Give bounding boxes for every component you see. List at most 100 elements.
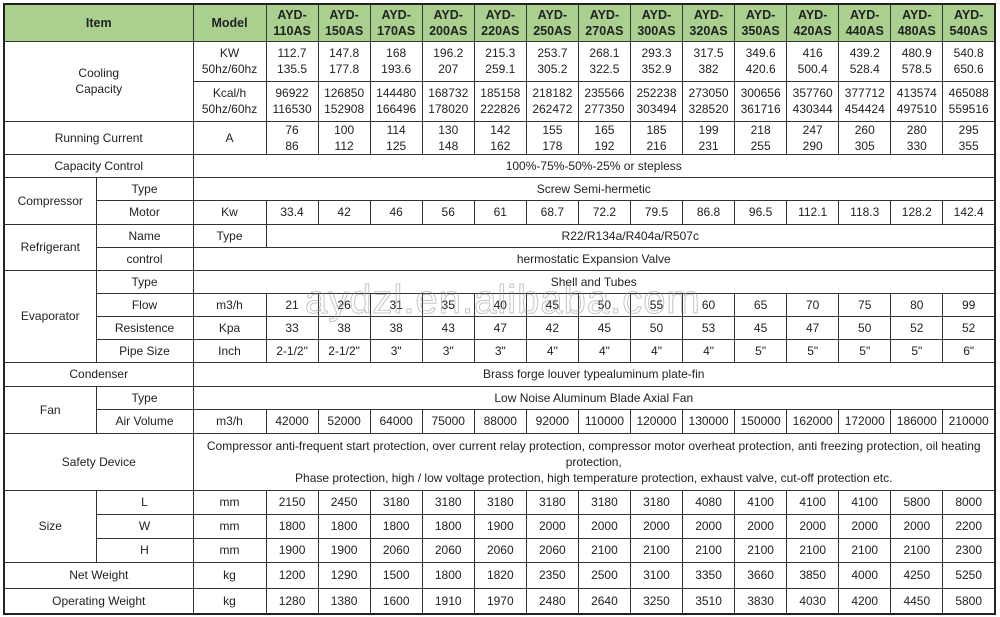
evaporator-pipe-row: Pipe Size Inch 2-1/2" 2-1/2" 3" 3" 3" 4" 4" 4" 4" 5… — [4, 338, 996, 363]
value-cell: 2000 — [525, 513, 579, 539]
compressor-motor-row: Motor Kw 33.4 42 46 56 61 68.7 72.2 79.5 86.8 96.5 1… — [4, 199, 996, 225]
unit: Type — [192, 223, 267, 248]
value-cell: 1800 — [421, 561, 475, 589]
fan-type-row: Fan Type Low Noise Aluminum Blade Axial Fa… — [3, 385, 996, 434]
span-value: hermostatic Expansion Valve — [192, 246, 996, 271]
value-cell: 185 216 — [629, 120, 684, 155]
value-cell: 118.3 — [838, 199, 892, 225]
value-cell: 2150 — [265, 489, 319, 515]
value-cell: 1500 — [369, 561, 423, 589]
value-cell: 46 — [369, 199, 423, 225]
value-cell: 4" — [577, 338, 631, 363]
value-cell: 2500 — [577, 561, 631, 589]
value-cell: 1800 — [265, 513, 319, 539]
model-name: AYD- 170AS — [369, 3, 423, 42]
value-cell: 540.8 650.6 — [942, 40, 996, 82]
value-cell: 300656 361716 — [734, 80, 788, 122]
sub-label: H — [95, 537, 194, 563]
unit: Inch — [192, 338, 267, 363]
value-cell: 80 — [890, 292, 944, 317]
value-cell: 1290 — [317, 561, 371, 589]
value-cell: 3250 — [629, 587, 684, 615]
value-cell: 186000 — [890, 408, 944, 434]
model-name: AYD- 350AS — [734, 3, 788, 42]
row-label: Safety Device — [3, 432, 194, 491]
value-cell: 100 112 — [317, 120, 371, 155]
net-weight-row: Net Weight kg 1200 1290 1500 1800 1820 2350 2500… — [3, 561, 996, 589]
value-cell: 3" — [473, 338, 527, 363]
model-name: AYD- 440AS — [838, 3, 892, 42]
value-cell: 64000 — [369, 408, 423, 434]
value-cell: 413574 497510 — [890, 80, 944, 122]
value-cell: 2000 — [734, 513, 788, 539]
value-cell: 273050 328520 — [682, 80, 736, 122]
value-cell: 1910 — [421, 587, 475, 615]
value-cell: 130 148 — [421, 120, 475, 155]
value-cell: 53 — [682, 315, 736, 340]
unit: A — [192, 120, 267, 155]
value-cell: 1820 — [473, 561, 527, 589]
value-cell: 38 — [317, 315, 371, 340]
value-cell: 377712 454424 — [838, 80, 892, 122]
value-cell: 2100 — [734, 537, 788, 563]
span-value: Low Noise Aluminum Blade Axial Fan — [192, 385, 996, 410]
value-cell: 196.2 207 — [421, 40, 475, 82]
value-cell: 142.4 — [942, 199, 996, 225]
value-cell: 295 355 — [942, 120, 996, 155]
model-header: Model — [192, 3, 267, 42]
value-cell: 172000 — [838, 408, 892, 434]
value-cell: 218 255 — [734, 120, 788, 155]
value-cell: 1900 — [317, 537, 371, 563]
value-cell: 2000 — [682, 513, 736, 539]
value-cell: 5" — [890, 338, 944, 363]
model-name: AYD- 200AS — [421, 3, 475, 42]
sub-label: L — [95, 489, 194, 515]
value-cell: 38 — [369, 315, 423, 340]
value-cell: 61 — [473, 199, 527, 225]
value-cell: 1200 — [265, 561, 319, 589]
value-cell: 6" — [942, 338, 996, 363]
value-cell: 96922 116530 — [265, 80, 319, 122]
value-cell: 47 — [786, 315, 840, 340]
value-cell: 45 — [577, 315, 631, 340]
sub-label: Type — [95, 269, 194, 294]
model-name: AYD- 220AS — [473, 3, 527, 42]
value-cell: 168732 178020 — [421, 80, 475, 122]
evaporator-type-row: Evaporator Type Shell and Tubes — [3, 269, 996, 363]
value-cell: 52 — [942, 315, 996, 340]
unit: mm — [192, 489, 267, 515]
value-cell: 1800 — [369, 513, 423, 539]
compressor-type-row: Compressor Type Screw Semi-hermetic — [3, 176, 996, 225]
value-cell: 2100 — [682, 537, 736, 563]
value-cell: 2480 — [525, 587, 579, 615]
sub-label: Flow — [95, 292, 194, 317]
value-cell: 1800 — [421, 513, 475, 539]
value-cell: 218182 262472 — [525, 80, 579, 122]
model-name: AYD- 270AS — [577, 3, 631, 42]
value-cell: 2100 — [629, 537, 684, 563]
value-cell: 142 162 — [473, 120, 527, 155]
value-cell: 40 — [473, 292, 527, 317]
item-header: Item — [3, 3, 194, 42]
value-cell: 2000 — [577, 513, 631, 539]
value-cell: 86.8 — [682, 199, 736, 225]
value-cell: 3850 — [786, 561, 840, 589]
value-cell: 5" — [786, 338, 840, 363]
value-cell: 70 — [786, 292, 840, 317]
sub-label: Type — [95, 385, 194, 410]
value-cell: 3" — [369, 338, 423, 363]
group-label: Compressor — [3, 176, 97, 225]
value-cell: 465088 559516 — [942, 80, 996, 122]
value-cell: 35 — [421, 292, 475, 317]
value-cell: 253.7 305.2 — [525, 40, 579, 82]
value-cell: 112.1 — [786, 199, 840, 225]
value-cell: 1970 — [473, 587, 527, 615]
row-label: Operating Weight — [3, 587, 194, 615]
value-cell: 2000 — [629, 513, 684, 539]
value-cell: 52 — [890, 315, 944, 340]
value-cell: 42 — [317, 199, 371, 225]
value-cell: 1800 — [317, 513, 371, 539]
value-cell: 4080 — [682, 489, 736, 515]
